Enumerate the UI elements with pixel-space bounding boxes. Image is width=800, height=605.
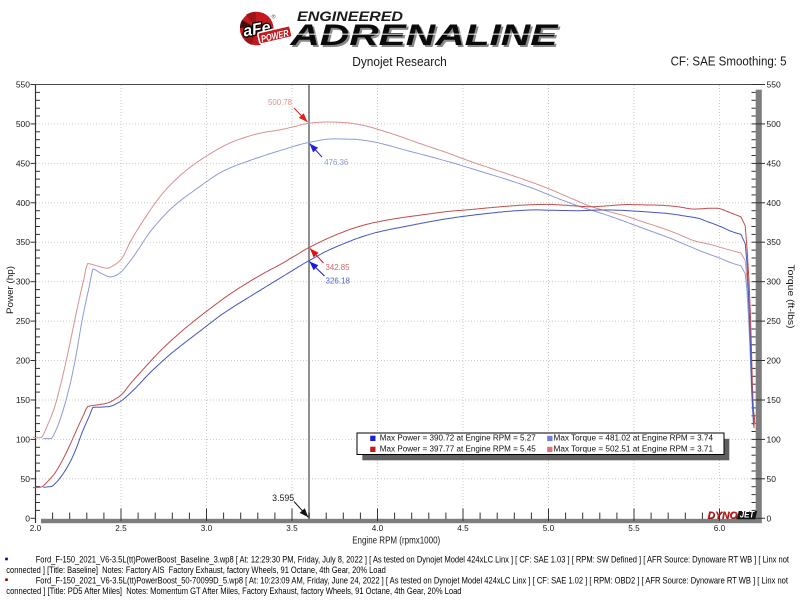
svg-text:550: 550 — [767, 80, 781, 90]
svg-text:DYNO: DYNO — [708, 511, 738, 522]
svg-text:342.85: 342.85 — [326, 262, 350, 272]
svg-text:4.0: 4.0 — [372, 524, 384, 533]
svg-text:100: 100 — [767, 434, 781, 444]
svg-text:250: 250 — [16, 316, 30, 326]
svg-text:300: 300 — [767, 277, 781, 287]
svg-text:100: 100 — [16, 434, 30, 444]
svg-text:200: 200 — [767, 356, 781, 366]
svg-text:450: 450 — [16, 158, 30, 168]
svg-text:450: 450 — [767, 158, 781, 168]
svg-text:ADRENALINE: ADRENALINE — [291, 21, 561, 54]
svg-text:5.5: 5.5 — [628, 524, 640, 533]
svg-text:CF: SAE Smoothing: 5: CF: SAE Smoothing: 5 — [671, 54, 787, 69]
svg-text:DYNO: DYNO — [708, 511, 738, 522]
svg-text:3.595: 3.595 — [272, 493, 294, 503]
svg-text:connected ] [Title: Baseline]: connected ] [Title: Baseline] Notes: Fac… — [6, 565, 386, 575]
svg-text:350: 350 — [16, 237, 30, 247]
svg-text:550: 550 — [16, 80, 30, 90]
svg-text:300: 300 — [16, 277, 30, 287]
svg-text:400: 400 — [16, 198, 30, 208]
svg-text:3.0: 3.0 — [201, 524, 213, 533]
svg-text:400: 400 — [767, 198, 781, 208]
svg-text:150: 150 — [767, 395, 781, 405]
svg-text:Ford_F-150_2021_V6-3.5L(tt)Pow: Ford_F-150_2021_V6-3.5L(tt)PowerBoost_50… — [36, 576, 789, 586]
svg-text:ENGINEERED: ENGINEERED — [297, 9, 403, 24]
svg-text:Max Torque = 481.02 at Engine: Max Torque = 481.02 at Engine RPM = 3.74 — [554, 433, 714, 443]
svg-text:ADRENALINE: ADRENALINE — [289, 19, 559, 52]
svg-text:500: 500 — [767, 119, 781, 129]
svg-text:4.5: 4.5 — [457, 524, 469, 533]
svg-text:Max Power = 390.72 at Engine R: Max Power = 390.72 at Engine RPM = 5.27 — [380, 433, 536, 443]
svg-text:50: 50 — [767, 474, 777, 484]
svg-text:Torque (ft-lbs): Torque (ft-lbs) — [786, 265, 796, 329]
svg-text:Max Power = 397.77 at Engine R: Max Power = 397.77 at Engine RPM = 5.45 — [380, 444, 536, 454]
svg-text:Engine RPM (rpmx1000): Engine RPM (rpmx1000) — [352, 536, 440, 547]
svg-text:476.36: 476.36 — [324, 157, 348, 167]
svg-text:350: 350 — [767, 237, 781, 247]
svg-text:50: 50 — [21, 474, 31, 484]
svg-text:3.5: 3.5 — [286, 524, 298, 533]
svg-text:500: 500 — [16, 119, 30, 129]
svg-text:326.18: 326.18 — [326, 276, 351, 286]
svg-text:0: 0 — [25, 513, 30, 523]
svg-text:connected ] [Title: PD5 After: connected ] [Title: PD5 After Miles] Not… — [6, 586, 461, 596]
svg-text:Power (hp): Power (hp) — [5, 266, 15, 314]
svg-text:2.0: 2.0 — [30, 524, 42, 533]
svg-text:Ford_F-150_2021_V6-3.5L(tt)Pow: Ford_F-150_2021_V6-3.5L(tt)PowerBoost_Ba… — [36, 555, 790, 565]
svg-text:2.5: 2.5 — [115, 524, 127, 533]
svg-text:JET: JET — [740, 510, 755, 520]
svg-text:6.0: 6.0 — [714, 524, 726, 533]
svg-text:500.78: 500.78 — [268, 97, 292, 107]
svg-text:5.0: 5.0 — [543, 524, 555, 533]
svg-text:®: ® — [272, 14, 276, 21]
svg-text:Dynojet Research: Dynojet Research — [352, 54, 447, 69]
svg-text:0: 0 — [767, 513, 772, 523]
svg-text:200: 200 — [16, 356, 30, 366]
svg-text:Max Torque = 502.51 at Engine: Max Torque = 502.51 at Engine RPM = 3.71 — [554, 444, 714, 454]
svg-text:250: 250 — [767, 316, 781, 326]
svg-text:150: 150 — [16, 395, 30, 405]
